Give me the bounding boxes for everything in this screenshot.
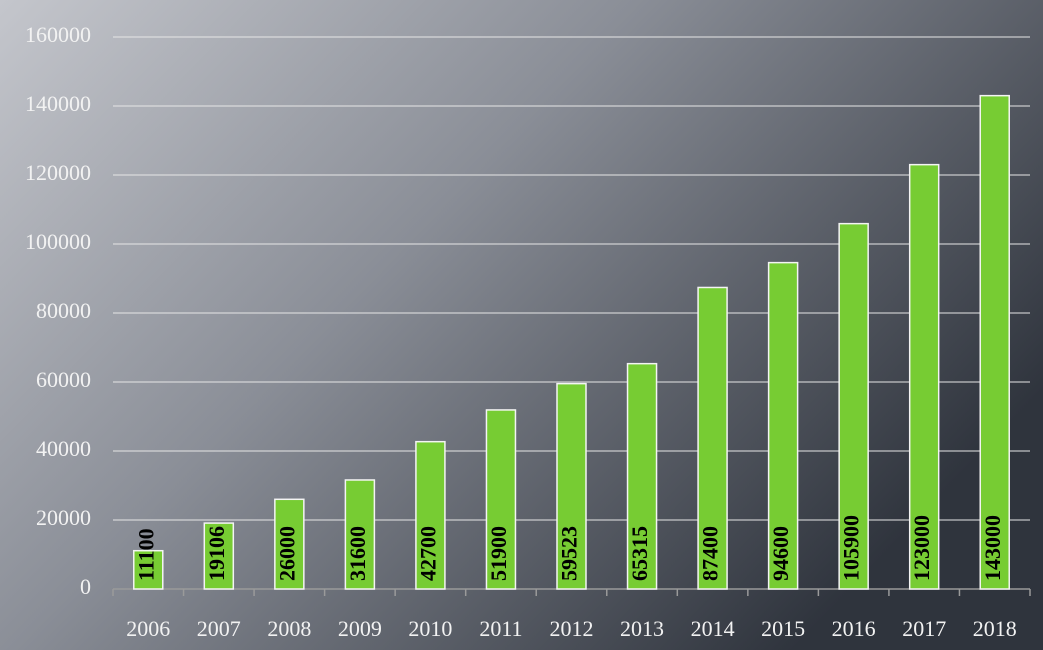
bar bbox=[344, 479, 376, 590]
data-label: 87400 bbox=[698, 526, 723, 581]
data-label: 26000 bbox=[274, 526, 299, 581]
y-tick-label: 100000 bbox=[25, 229, 91, 254]
data-label: 19106 bbox=[204, 526, 229, 581]
data-label: 51900 bbox=[486, 526, 511, 581]
x-tick-label: 2014 bbox=[691, 616, 735, 641]
x-tick-label: 2009 bbox=[338, 616, 382, 641]
data-label: 42700 bbox=[415, 526, 440, 581]
data-label: 65315 bbox=[627, 526, 652, 581]
bar bbox=[203, 522, 235, 590]
y-tick-label: 140000 bbox=[25, 91, 91, 116]
bar bbox=[415, 440, 446, 590]
x-tick-label: 2015 bbox=[761, 616, 805, 641]
y-tick-label: 160000 bbox=[25, 22, 91, 47]
y-tick-label: 80000 bbox=[36, 298, 91, 323]
y-tick-label: 40000 bbox=[36, 436, 91, 461]
y-tick-label: 20000 bbox=[36, 505, 91, 530]
x-tick-label: 2007 bbox=[197, 616, 241, 641]
data-label: 94600 bbox=[768, 526, 793, 581]
bar bbox=[626, 362, 658, 590]
data-label: 11100 bbox=[133, 528, 158, 581]
x-tick-label: 2006 bbox=[126, 616, 170, 641]
bar bbox=[697, 286, 728, 590]
bar bbox=[838, 222, 869, 590]
x-tick-label: 2008 bbox=[267, 616, 311, 641]
x-tick-label: 2012 bbox=[550, 616, 594, 641]
data-label: 59523 bbox=[557, 526, 582, 581]
bar bbox=[979, 94, 1010, 590]
x-tick-label: 2018 bbox=[973, 616, 1017, 641]
bar bbox=[274, 498, 305, 590]
data-label: 105900 bbox=[839, 515, 864, 581]
bar bbox=[133, 549, 164, 590]
bar bbox=[767, 261, 799, 590]
bar bbox=[485, 409, 517, 590]
data-label: 123000 bbox=[909, 515, 934, 581]
data-label: 31600 bbox=[345, 526, 370, 581]
x-tick-label: 2011 bbox=[479, 616, 522, 641]
x-tick-label: 2017 bbox=[902, 616, 946, 641]
y-tick-label: 0 bbox=[80, 574, 91, 599]
y-tick-label: 120000 bbox=[25, 160, 91, 185]
y-tick-label: 60000 bbox=[36, 367, 91, 392]
data-label: 143000 bbox=[980, 515, 1005, 581]
x-tick-label: 2010 bbox=[408, 616, 452, 641]
bar bbox=[556, 382, 587, 590]
x-tick-label: 2013 bbox=[620, 616, 664, 641]
x-tick-label: 2016 bbox=[832, 616, 876, 641]
bar bbox=[908, 163, 940, 590]
